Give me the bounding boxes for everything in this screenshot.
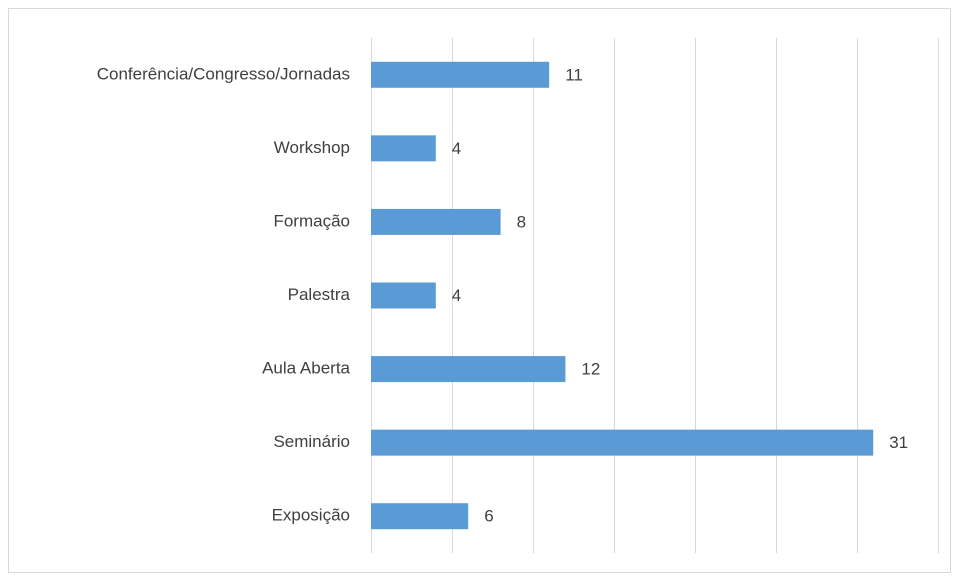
bar <box>371 135 436 162</box>
bar <box>371 208 501 235</box>
chart-border <box>8 8 951 573</box>
data-label: 31 <box>889 433 908 452</box>
bar <box>371 61 550 88</box>
y-tick-label: Conferência/Congresso/Jornadas <box>97 64 350 83</box>
y-tick-label: Formação <box>273 211 350 230</box>
bar <box>371 429 874 456</box>
data-label: 8 <box>517 212 526 231</box>
y-tick-label: Palestra <box>288 285 351 304</box>
bar <box>371 356 566 383</box>
data-label: 6 <box>484 507 493 526</box>
bar <box>371 503 469 530</box>
data-label: 4 <box>452 139 461 158</box>
y-tick-label: Exposição <box>272 506 350 525</box>
y-tick-label: Aula Aberta <box>262 359 350 378</box>
data-label: 11 <box>565 65 583 84</box>
data-label: 4 <box>452 286 461 305</box>
data-label: 12 <box>581 360 600 379</box>
y-tick-label: Workshop <box>274 138 350 157</box>
bar <box>371 282 436 309</box>
y-tick-label: Seminário <box>273 432 350 451</box>
